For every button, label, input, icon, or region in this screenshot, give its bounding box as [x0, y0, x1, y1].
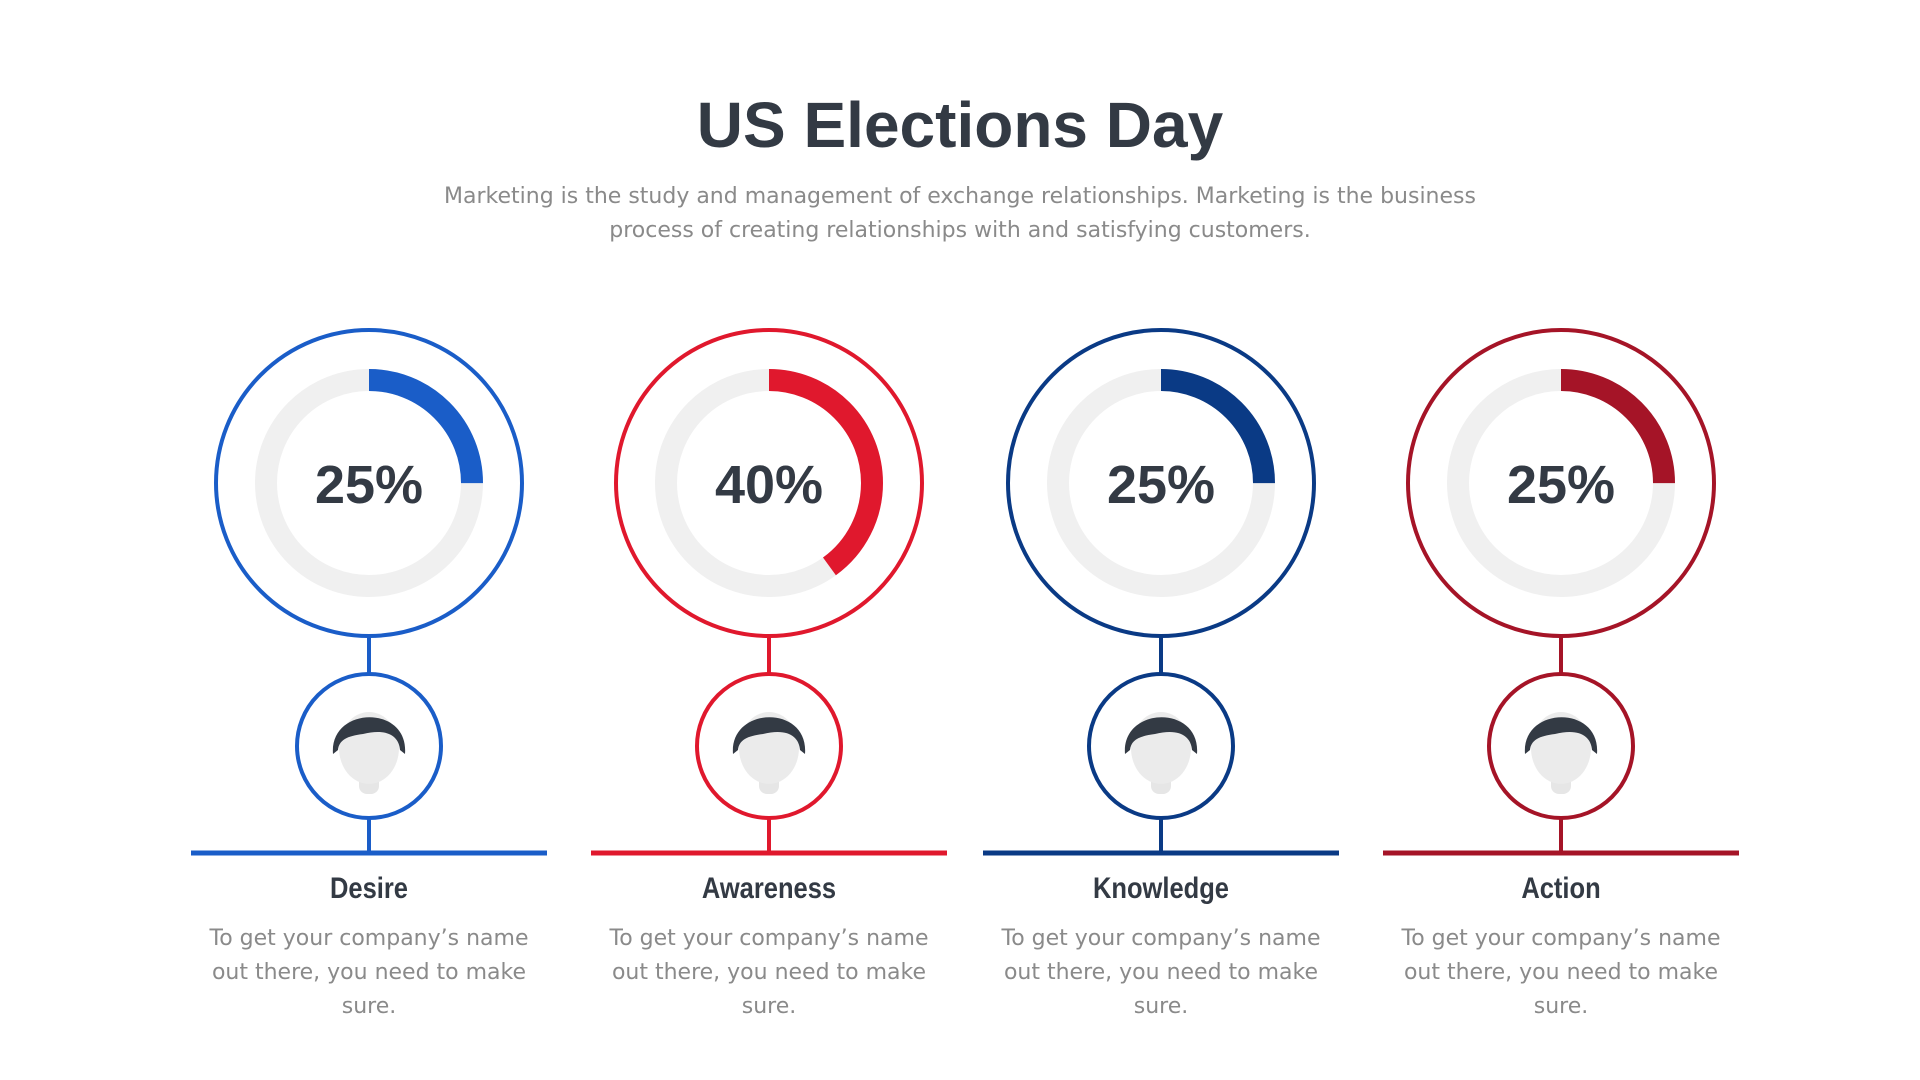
- item-description: To get your company’s name out there, yo…: [1401, 926, 1721, 1019]
- item-name: Awareness: [701, 872, 837, 905]
- avatar-hair: [1124, 717, 1198, 754]
- avatar-hair: [332, 717, 406, 754]
- percent-label: 25%: [1107, 455, 1215, 515]
- item-name: Desire: [330, 872, 408, 905]
- subtitle: Marketing is the study and management of…: [444, 184, 1476, 243]
- title: US Elections Day: [696, 89, 1224, 161]
- progress-arc: [655, 369, 883, 597]
- item-name: Knowledge: [1092, 872, 1229, 905]
- percent-label: 25%: [1507, 455, 1615, 515]
- item-description: To get your company’s name out there, yo…: [209, 926, 529, 1019]
- item-name: Action: [1521, 872, 1601, 905]
- percent-label: 40%: [715, 455, 823, 515]
- progress-arc: [255, 369, 483, 597]
- avatar-hair: [732, 717, 806, 754]
- percent-label: 25%: [315, 455, 423, 515]
- avatar-hair: [1524, 717, 1598, 754]
- progress-arc: [1047, 369, 1275, 597]
- item-description: To get your company’s name out there, yo…: [609, 926, 929, 1019]
- progress-arc: [1447, 369, 1675, 597]
- item-description: To get your company’s name out there, yo…: [1001, 926, 1321, 1019]
